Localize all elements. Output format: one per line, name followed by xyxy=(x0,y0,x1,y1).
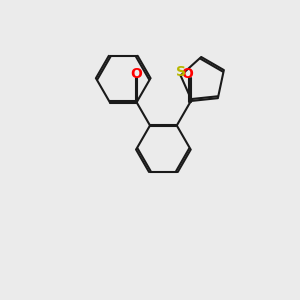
Text: O: O xyxy=(131,67,142,81)
Text: O: O xyxy=(182,67,194,81)
Text: S: S xyxy=(176,65,186,79)
